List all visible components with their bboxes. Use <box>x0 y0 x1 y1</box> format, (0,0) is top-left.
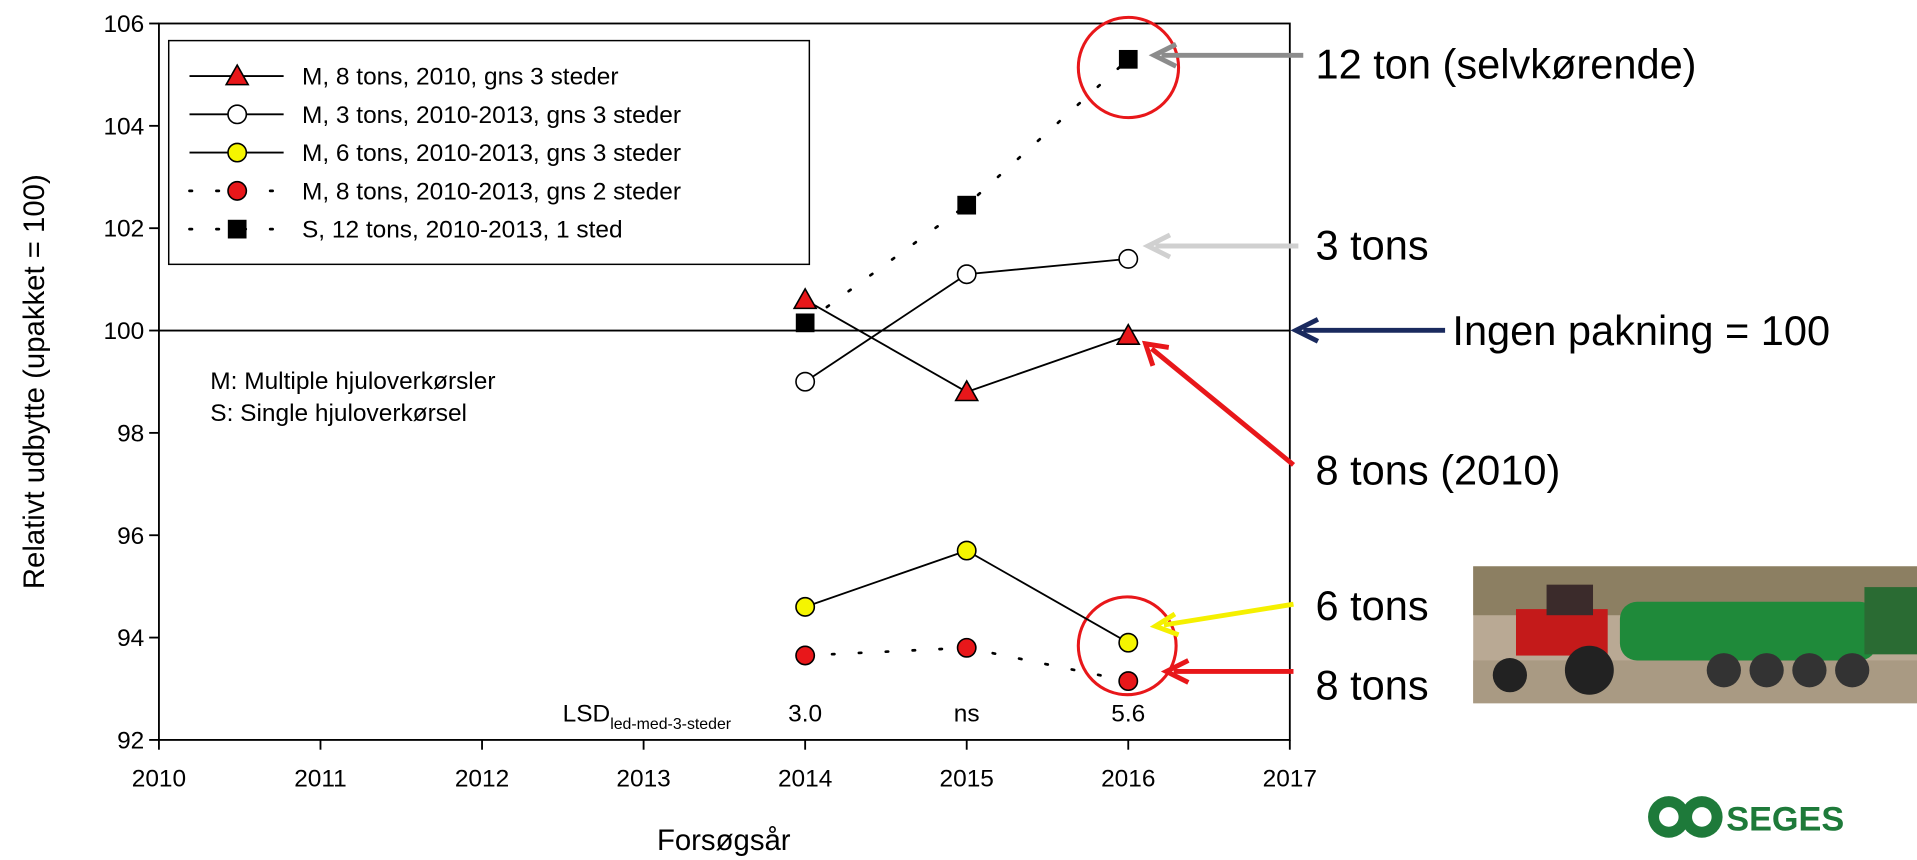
marker <box>227 142 248 163</box>
y-tick-label: 94 <box>117 625 144 652</box>
logo-text: SEGES <box>1726 800 1844 838</box>
marker <box>954 379 980 402</box>
y-tick-label: 98 <box>117 420 144 447</box>
annotation-arrows <box>1076 15 1446 697</box>
x-tick-label: 2012 <box>455 765 509 792</box>
marker <box>795 313 815 333</box>
legend-label: M, 8 tons, 2010-2013, gns 2 steder <box>302 178 681 205</box>
annotation: 6 tons <box>1315 582 1428 629</box>
marker <box>1118 49 1138 69</box>
x-axis-label: Forsøgsår <box>657 824 791 857</box>
marker <box>227 180 248 201</box>
annotation: 8 tons <box>1315 662 1428 709</box>
marker <box>795 371 816 392</box>
photo <box>1473 566 1917 704</box>
marker <box>224 63 250 86</box>
marker <box>795 645 816 666</box>
marker <box>956 264 977 285</box>
marker <box>792 287 818 310</box>
y-axis-label: Relativt udbytte (upakket = 100) <box>18 174 51 589</box>
x-tick-label: 2013 <box>616 765 670 792</box>
lsd-value: 5.6 <box>1111 701 1145 728</box>
y-tick-label: 100 <box>103 318 144 345</box>
x-tick-label: 2010 <box>132 765 186 792</box>
legend-label: S, 12 tons, 2010-2013, 1 sted <box>302 217 623 244</box>
marker <box>227 104 248 125</box>
marker <box>956 637 977 658</box>
y-tick-label: 92 <box>117 727 144 754</box>
marker <box>956 540 977 561</box>
x-tick-label: 2011 <box>294 765 347 792</box>
x-tick-label: 2017 <box>1263 765 1317 792</box>
marker <box>1115 323 1141 346</box>
logo: SEGES <box>1648 796 1844 838</box>
note: S: Single hjuloverkørsel <box>210 400 467 427</box>
marker <box>795 596 816 617</box>
lsd-main: LSD <box>563 701 611 728</box>
annotation: 8 tons (2010) <box>1315 446 1560 493</box>
lsd-value: ns <box>954 701 980 728</box>
marker <box>1118 671 1139 692</box>
lsd-subscript: led-med-3-steder <box>610 716 732 733</box>
x-tick-label: 2015 <box>940 765 994 792</box>
y-tick-label: 96 <box>117 523 144 550</box>
y-tick-label: 104 <box>103 113 144 140</box>
marker <box>1118 248 1139 269</box>
plot-frame <box>158 22 1291 741</box>
legend-label: M, 6 tons, 2010-2013, gns 3 steder <box>302 140 681 167</box>
series-line <box>804 299 1129 393</box>
note: M: Multiple hjuloverkørsler <box>210 368 495 395</box>
lsd-label: LSDled-med-3-steder <box>563 701 732 733</box>
marker <box>1118 632 1139 653</box>
annotation: 12 ton (selvkørende) <box>1315 41 1696 88</box>
y-tick-label: 106 <box>103 11 144 38</box>
annotation: 3 tons <box>1315 221 1428 268</box>
x-tick-label: 2014 <box>778 765 832 792</box>
legend-label: M, 8 tons, 2010, gns 3 steder <box>302 64 619 91</box>
marker <box>227 219 247 239</box>
lsd-value: 3.0 <box>788 701 822 728</box>
annotation: Ingen pakning = 100 <box>1452 307 1830 354</box>
x-tick-label: 2016 <box>1101 765 1155 792</box>
legend-label: M, 3 tons, 2010-2013, gns 3 steder <box>302 102 681 129</box>
marker <box>957 195 977 215</box>
y-tick-label: 102 <box>103 216 144 243</box>
